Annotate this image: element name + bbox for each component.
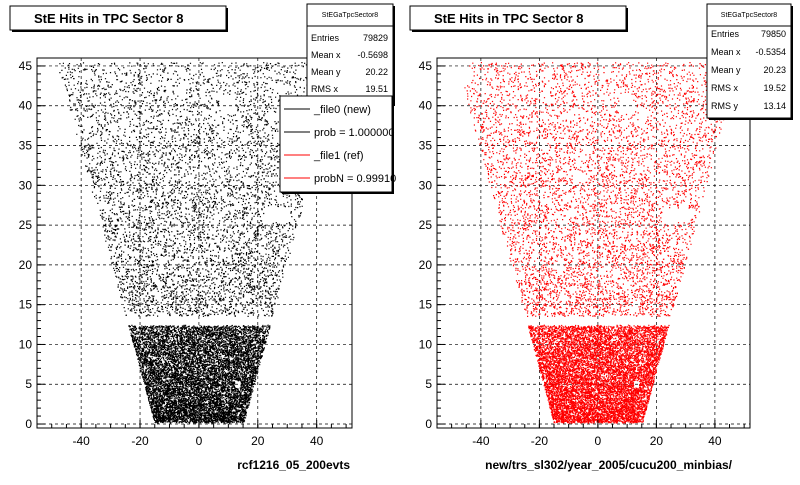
left-x-tick-label: -20: [131, 434, 149, 448]
left-pad: -40 -20 0 20 40 0 5 10 15 20 25 30 35 40 45 StE Hits i…: [9, 3, 396, 472]
legend-label-0: _file0 (new): [313, 104, 371, 116]
right-stats-label-1: Mean x: [711, 47, 741, 57]
right-stats-value-1: -0.5354: [755, 47, 786, 57]
left-x-tick-label: 0: [196, 434, 203, 448]
right-chart-title: StE Hits in TPC Sector 8: [434, 11, 584, 26]
left-y-tick-label: 35: [19, 139, 33, 153]
right-stats-value-3: 19.52: [763, 83, 786, 93]
right-x-axis-label: new/trs_sl302/year_2005/cucu200_minbias/: [485, 458, 732, 472]
left-stats-value-3: 19.51: [365, 84, 388, 94]
left-x-axis-label: rcf1216_05_200evts: [237, 458, 350, 472]
right-y-tick-label: 0: [425, 417, 432, 431]
right-y-tick-label: 45: [419, 59, 433, 73]
left-y-tick-label: 45: [19, 59, 33, 73]
left-y-tick-label: 10: [19, 337, 33, 351]
left-hit-markers: [59, 62, 343, 424]
left-title-box: StE Hits in TPC Sector 8: [9, 5, 228, 32]
left-frame: [36, 57, 353, 429]
right-y-tick-label: 20: [419, 258, 433, 272]
left-stats-label-0: Entries: [311, 33, 340, 43]
legend-label-1: prob = 1.000000: [314, 127, 394, 139]
right-stats-value-0: 79850: [761, 29, 786, 39]
right-y-tick-label: 5: [425, 377, 432, 391]
left-stats-label-2: Mean y: [311, 67, 341, 77]
right-stats-name: StEGaTpcSector8: [721, 12, 778, 19]
right-x-tick-label: -40: [472, 434, 490, 448]
left-x-tick-label: 20: [251, 434, 265, 448]
right-stats-label-4: RMS y: [711, 101, 739, 111]
left-y-tick-label: 15: [19, 298, 33, 312]
legend-label-3: probN = 0.99910: [314, 173, 396, 185]
right-x-tick-label: 40: [708, 434, 722, 448]
legend-label-2: _file1 (ref): [313, 150, 364, 162]
right-x-tick-label: -20: [531, 434, 549, 448]
left-stats-name: StEGaTpcSector8: [322, 12, 379, 19]
right-y-tick-label: 10: [419, 337, 433, 351]
right-title-box: StE Hits in TPC Sector 8: [409, 5, 628, 32]
right-pad: -40 -20 0 20 40 0 5 10 15 20 25 30 35 40 45 StE Hits i…: [409, 3, 793, 472]
left-x-tick-label: 40: [310, 434, 324, 448]
right-axes: -40 -20 0 20 40 0 5 10 15 20 25 30 35 40 45: [419, 59, 745, 448]
right-y-tick-label: 15: [419, 298, 433, 312]
left-stats-value-2: 20.22: [365, 67, 388, 77]
right-y-tick-label: 35: [419, 139, 433, 153]
right-y-tick-label: 30: [419, 178, 433, 192]
right-scatter-points: [464, 62, 739, 424]
left-stats-value-1: -0.5698: [357, 50, 388, 60]
left-axes: -40 -20 0 20 40 0 5 10 15 20 25 30 35 40 45: [19, 59, 347, 448]
right-frame: [436, 57, 751, 429]
right-stats-value-2: 20.23: [763, 65, 786, 75]
left-y-tick-label: 25: [19, 218, 33, 232]
right-x-tick-label: 0: [595, 434, 602, 448]
left-y-tick-label: 20: [19, 258, 33, 272]
right-stats-label-3: RMS x: [711, 83, 739, 93]
right-stats-label-0: Entries: [711, 29, 740, 39]
left-chart-title: StE Hits in TPC Sector 8: [34, 11, 184, 26]
right-stats-box: StEGaTpcSector8 Entries 79850 Mean x -0.…: [706, 3, 793, 120]
left-x-tick-label: -40: [72, 434, 90, 448]
left-stats-box: StEGaTpcSector8 Entries 79829 Mean x -0.…: [306, 3, 395, 106]
left-y-tick-label: 30: [19, 178, 33, 192]
left-scatter-points: [59, 62, 343, 424]
left-stats-label-3: RMS x: [311, 84, 339, 94]
right-stats-value-4: 13.14: [763, 101, 786, 111]
right-hit-markers: [464, 62, 739, 424]
right-y-tick-label: 40: [419, 99, 433, 113]
left-y-tick-label: 0: [25, 417, 32, 431]
left-stats-label-1: Mean x: [311, 50, 341, 60]
right-stats-label-2: Mean y: [711, 65, 741, 75]
legend-box: _file0 (new) prob = 1.000000 _file1 (ref…: [279, 95, 396, 194]
left-y-tick-label: 5: [25, 377, 32, 391]
left-y-tick-label: 40: [19, 99, 33, 113]
right-x-tick-label: 20: [650, 434, 664, 448]
right-y-tick-label: 25: [419, 218, 433, 232]
left-stats-value-0: 79829: [363, 33, 388, 43]
